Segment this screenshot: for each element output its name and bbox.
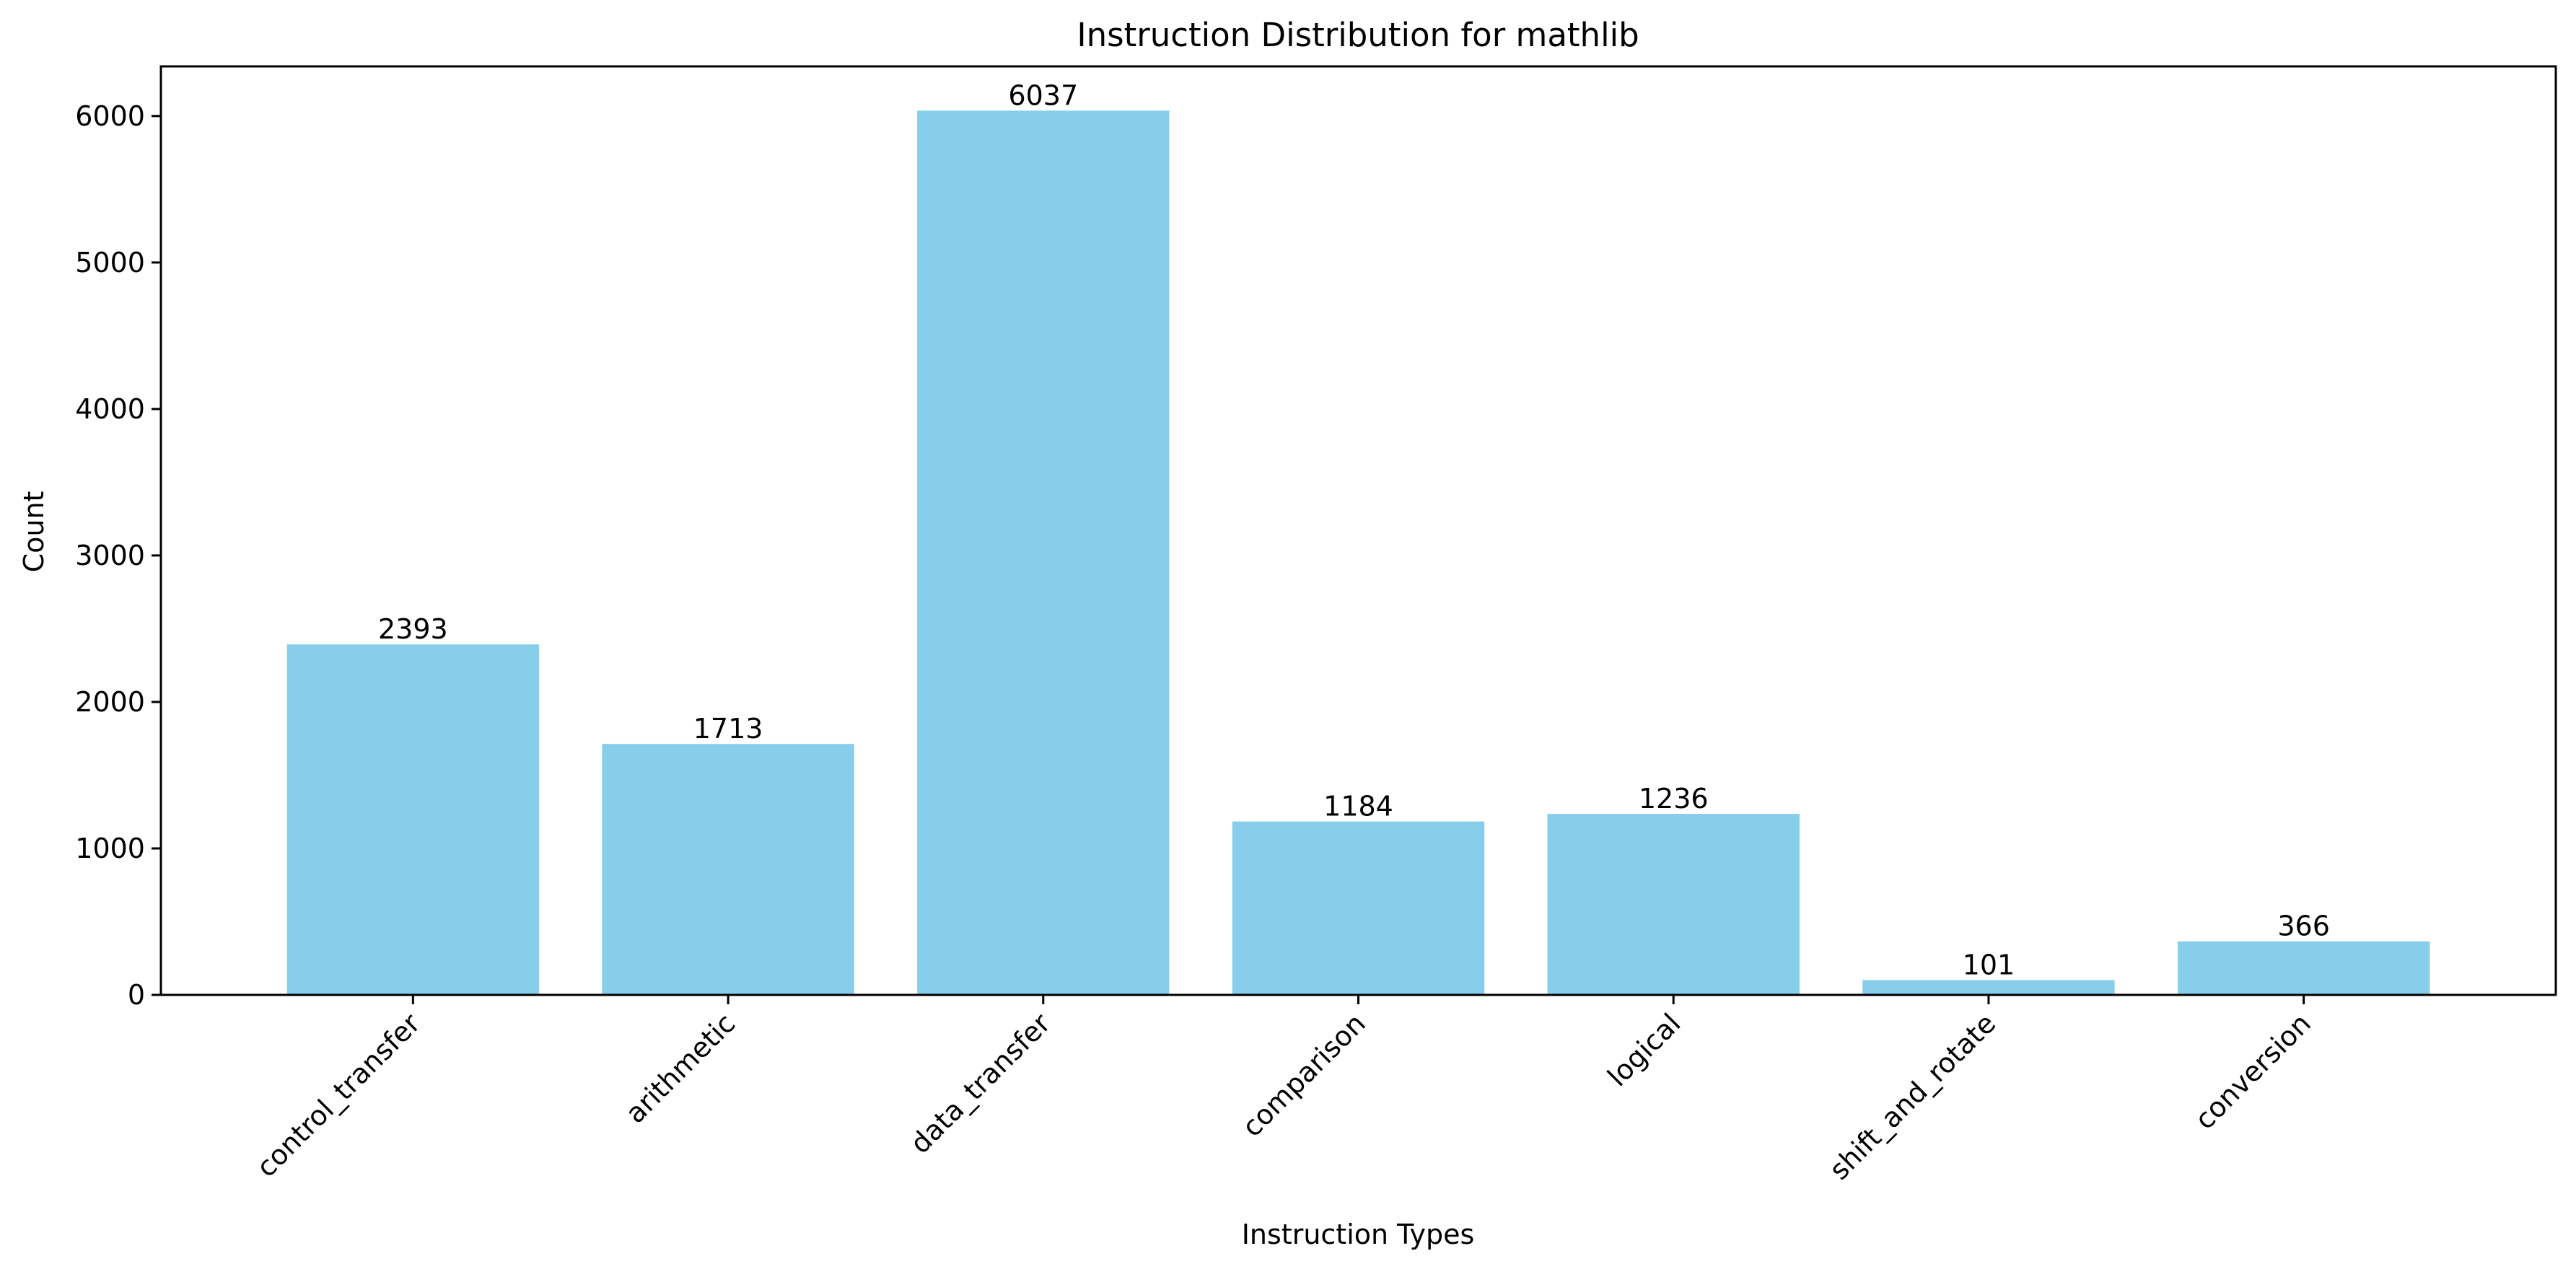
bar-arithmetic [602,744,854,995]
plot-frame [159,65,2557,996]
x-tick-label: data_transfer [904,1007,1056,1159]
y-axis-title: Count [18,491,50,573]
bar-shift-and-rotate [1862,980,2115,995]
data-label-conversion: 366 [2277,910,2330,942]
data-label-data-transfer: 6037 [1008,79,1078,111]
y-tick-label: 3000 [75,540,145,571]
y-tick-label: 6000 [75,100,145,132]
bar-control-transfer [286,644,540,995]
y-tick-label: 1000 [75,833,145,864]
bar-data-transfer [917,110,1170,996]
x-tick-label: comparison [1236,1007,1372,1143]
x-tick-label: logical [1601,1007,1686,1092]
x-tick-label: shift_and_rotate [1823,1007,2002,1186]
y-tick-label: 0 [128,979,145,1011]
x-axis-title: Instruction Types [1242,1219,1475,1250]
x-tick-label: arithmetic [619,1007,741,1129]
bar-conversion [2177,941,2430,995]
bar-logical [1547,814,1800,995]
chart-title: Instruction Distribution for mathlib [1077,16,1639,54]
data-label-comparison: 1184 [1323,791,1393,822]
x-tick-label: conversion [2189,1007,2317,1136]
data-label-shift-and-rotate: 101 [1963,949,2015,980]
data-label-control-transfer: 2393 [378,613,448,645]
y-tick-label: 5000 [75,247,145,278]
x-axis: control_transfer arithmetic data_transfer c… [250,995,2317,1186]
data-label-arithmetic: 1713 [693,713,763,745]
data-labels-layer: 2393 1713 6037 1184 1236 101 366 [378,79,2330,980]
y-tick-label: 2000 [75,686,145,718]
data-label-logical: 1236 [1639,783,1709,815]
y-tick-label: 4000 [75,393,145,425]
x-tick-label: control_transfer [250,1007,426,1183]
bar-comparison [1232,821,1485,995]
y-axis: 0 1000 2000 3000 4000 5000 6000 [75,100,161,1011]
bars-layer [286,110,2430,996]
